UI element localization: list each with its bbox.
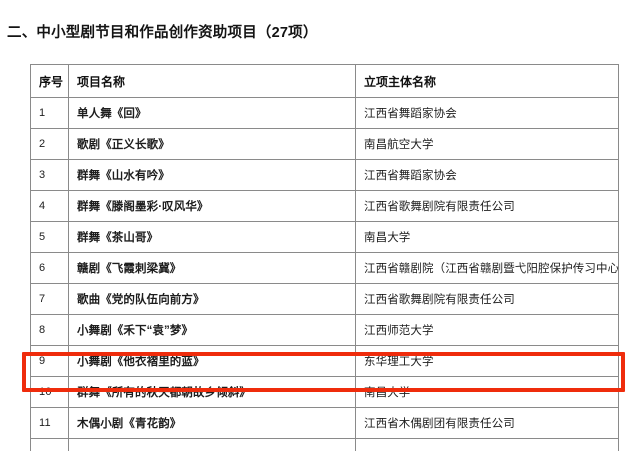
cell-owner-name: 南昌大学 bbox=[355, 376, 619, 408]
cell-no: 1 bbox=[30, 97, 69, 129]
cell-no: 11 bbox=[30, 407, 69, 439]
cell-no: 6 bbox=[30, 252, 69, 284]
column-header-project-name: 项目名称 bbox=[68, 64, 356, 98]
cell-owner-name: 江西省舞蹈家协会 bbox=[355, 97, 619, 129]
table-row: 9 小舞剧《他衣褶里的蓝》 东华理工大学 bbox=[30, 345, 619, 377]
cell-project-name: 群舞《滕阁墨彩·叹风华》 bbox=[68, 190, 356, 222]
grant-table: 序号 项目名称 立项主体名称 1 单人舞《回》 江西省舞蹈家协会 2 歌剧《正义长歌》南… bbox=[30, 64, 619, 451]
table-row: 11 木偶小剧《青花韵》 江西省木偶剧团有限责任公司 bbox=[30, 407, 619, 439]
table-body: 1 单人舞《回》 江西省舞蹈家协会 2 歌剧《正义长歌》 南昌航空大学 3 群舞《山水有吟》江… bbox=[30, 97, 619, 451]
cell-no: 4 bbox=[30, 190, 69, 222]
table-row-clipped bbox=[30, 438, 619, 451]
cell-clipped bbox=[355, 438, 619, 451]
cell-project-name: 群舞《茶山哥》 bbox=[68, 221, 356, 253]
table-header-row: 序号 项目名称 立项主体名称 bbox=[30, 64, 619, 98]
cell-project-name: 群舞《山水有吟》 bbox=[68, 159, 356, 191]
cell-owner-name: 南昌航空大学 bbox=[355, 128, 619, 160]
table-row: 10 群舞《所有的秋天都朝故乡倾斜》 南昌大学 bbox=[30, 376, 619, 408]
table-row: 4 群舞《滕阁墨彩·叹风华》 江西省歌舞剧院有限责任公司 bbox=[30, 190, 619, 222]
grant-table-container: 序号 项目名称 立项主体名称 1 单人舞《回》 江西省舞蹈家协会 2 歌剧《正义长歌》南… bbox=[30, 64, 619, 451]
table-row: 7 歌曲《党的队伍向前方》 江西省歌舞剧院有限责任公司 bbox=[30, 283, 619, 315]
cell-no: 2 bbox=[30, 128, 69, 160]
cell-project-name: 群舞《所有的秋天都朝故乡倾斜》 bbox=[68, 376, 356, 408]
cell-no: 5 bbox=[30, 221, 69, 253]
cell-no: 10 bbox=[30, 376, 69, 408]
cell-owner-name: 江西省歌舞剧院有限责任公司 bbox=[355, 190, 619, 222]
cell-project-name: 小舞剧《禾下“袁”梦》 bbox=[68, 314, 356, 346]
table-row: 8 小舞剧《禾下“袁”梦》 江西师范大学 bbox=[30, 314, 619, 346]
cell-project-name: 小舞剧《他衣褶里的蓝》 bbox=[68, 345, 356, 377]
cell-clipped bbox=[30, 438, 69, 451]
column-header-no: 序号 bbox=[30, 64, 69, 98]
cell-no: 7 bbox=[30, 283, 69, 315]
table-row: 3 群舞《山水有吟》 江西省舞蹈家协会 bbox=[30, 159, 619, 191]
table-row: 2 歌剧《正义长歌》 南昌航空大学 bbox=[30, 128, 619, 160]
cell-project-name: 赣剧《飞霞刺梁冀》 bbox=[68, 252, 356, 284]
table-header: 序号 项目名称 立项主体名称 bbox=[30, 64, 619, 98]
cell-project-name: 歌曲《党的队伍向前方》 bbox=[68, 283, 356, 315]
table-row: 1 单人舞《回》 江西省舞蹈家协会 bbox=[30, 97, 619, 129]
cell-clipped bbox=[68, 438, 356, 451]
cell-owner-name: 江西省歌舞剧院有限责任公司 bbox=[355, 283, 619, 315]
cell-owner-name: 江西省舞蹈家协会 bbox=[355, 159, 619, 191]
cell-owner-name: 江西师范大学 bbox=[355, 314, 619, 346]
cell-project-name: 单人舞《回》 bbox=[68, 97, 356, 129]
cell-owner-name: 南昌大学 bbox=[355, 221, 619, 253]
table-row: 6 赣剧《飞霞刺梁冀》 江西省赣剧院（江西省赣剧暨弋阳腔保护传习中心） bbox=[30, 252, 619, 284]
cell-no: 8 bbox=[30, 314, 69, 346]
cell-owner-name: 江西省赣剧院（江西省赣剧暨弋阳腔保护传习中心） bbox=[355, 252, 619, 284]
cell-project-name: 歌剧《正义长歌》 bbox=[68, 128, 356, 160]
cell-no: 3 bbox=[30, 159, 69, 191]
table-row: 5 群舞《茶山哥》 南昌大学 bbox=[30, 221, 619, 253]
cell-owner-name: 东华理工大学 bbox=[355, 345, 619, 377]
cell-project-name: 木偶小剧《青花韵》 bbox=[68, 407, 356, 439]
cell-owner-name: 江西省木偶剧团有限责任公司 bbox=[355, 407, 619, 439]
page-title: 二、中小型剧节目和作品创作资助项目（27项） bbox=[7, 25, 318, 41]
cell-no: 9 bbox=[30, 345, 69, 377]
column-header-owner-name: 立项主体名称 bbox=[355, 64, 619, 98]
